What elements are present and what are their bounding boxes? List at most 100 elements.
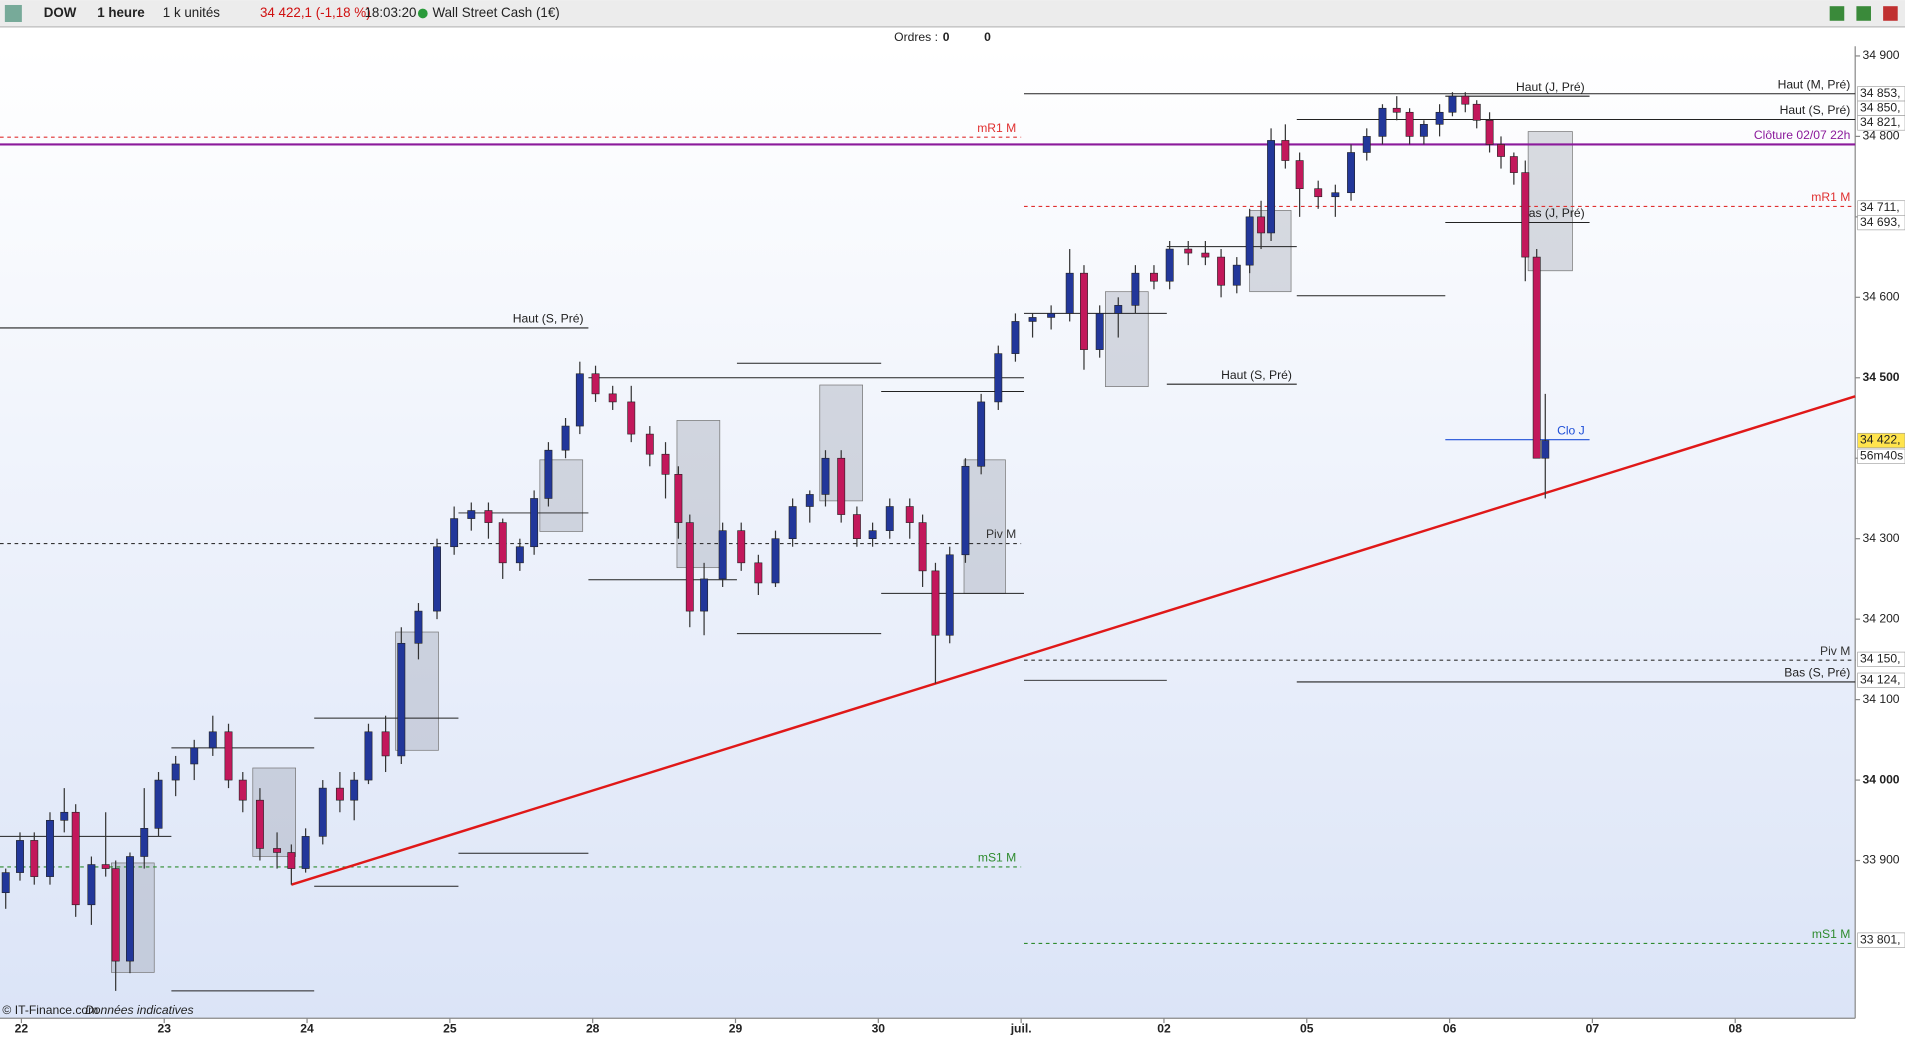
trendline <box>290 395 1856 886</box>
countdown-box <box>1857 448 1905 464</box>
window-button[interactable] <box>1856 6 1871 21</box>
candle-body <box>1461 95 1470 105</box>
candle-body <box>467 510 476 519</box>
candle-body <box>30 840 39 877</box>
candle-body <box>1184 248 1193 254</box>
orders-bar <box>0 28 1905 47</box>
zone <box>1105 291 1149 387</box>
candle-body <box>414 610 423 644</box>
chart-icon[interactable] <box>4 4 22 22</box>
candle-body <box>498 522 507 564</box>
quote: 34 422,1 (-1,18 %) <box>260 5 371 20</box>
candle-body <box>1295 160 1304 190</box>
y-tick-label: 34 900 <box>1862 48 1899 62</box>
candle-body <box>1114 305 1123 314</box>
candle-body <box>364 731 373 781</box>
level-label: Piv M <box>986 527 1016 541</box>
orders-label: Ordres : <box>894 30 938 44</box>
toolbar <box>0 0 1905 27</box>
candle-body <box>1028 317 1037 322</box>
price-tag-label: 34 850, <box>1860 101 1900 115</box>
candle-body <box>1347 152 1355 194</box>
x-tick-label: juil. <box>1010 1021 1032 1035</box>
candle-body <box>433 546 441 612</box>
candle-body <box>208 731 217 749</box>
candle-body <box>918 522 927 572</box>
level-label: Bas (S, Pré) <box>1784 666 1850 680</box>
candle-body <box>1532 256 1541 459</box>
candle-body <box>1065 272 1074 314</box>
candle-body <box>771 538 780 584</box>
candle-body <box>1011 321 1020 354</box>
candle-body <box>961 465 970 556</box>
candle-body <box>1095 313 1104 350</box>
candle-body <box>1378 107 1387 137</box>
candle-body <box>1541 440 1550 459</box>
candle-body <box>1485 120 1494 145</box>
level-label: mS1 M <box>978 851 1016 865</box>
candle-body <box>591 373 600 395</box>
candle-body <box>1201 252 1210 258</box>
candle-body <box>154 779 163 829</box>
candle-body <box>645 433 654 455</box>
candle-body <box>608 393 617 403</box>
price-tag-label: 34 711, <box>1860 200 1900 214</box>
candle-body <box>1217 256 1226 286</box>
orders-count[interactable]: 0 <box>943 30 950 44</box>
candle-body <box>287 852 296 869</box>
candle-body <box>60 811 69 821</box>
candle-body <box>1131 272 1140 306</box>
y-tick-label: 34 800 <box>1862 129 1899 143</box>
y-tick-label: 34 600 <box>1862 290 1899 304</box>
candle-body <box>905 506 914 523</box>
level-label: Clôture 02/07 22h <box>1754 128 1850 142</box>
candle-body <box>515 546 524 564</box>
x-tick-label: 22 <box>15 1021 29 1035</box>
level-label: mR1 M <box>1811 190 1850 204</box>
y-tick-label: 34 000 <box>1862 772 1899 786</box>
level-label: Haut (S, Pré) <box>1780 103 1851 117</box>
candle-body <box>805 494 814 507</box>
x-tick-label: 29 <box>729 1021 743 1035</box>
candle-body <box>788 506 797 539</box>
period[interactable]: 1 heure <box>97 5 145 20</box>
x-tick-label: 23 <box>157 1021 171 1035</box>
units[interactable]: 1 k unités <box>163 5 221 20</box>
alerts-count[interactable]: 0 <box>984 30 991 44</box>
candle-body <box>301 836 310 869</box>
candle-body <box>737 530 746 564</box>
footer-note: Données indicatives <box>85 1003 194 1017</box>
candle-body <box>1362 136 1371 153</box>
candle-body <box>1281 140 1290 161</box>
price-tag <box>1857 214 1905 231</box>
footer-source: © IT-Finance.com <box>2 1003 98 1017</box>
candle-body <box>140 828 149 857</box>
candle-body <box>1150 272 1158 282</box>
price-tag-label: 33 801, <box>1860 932 1900 946</box>
zone <box>1527 131 1573 272</box>
candle-body <box>1245 216 1254 266</box>
candle-body <box>544 449 553 499</box>
x-tick-label: 28 <box>586 1021 600 1035</box>
candle-body <box>255 799 264 849</box>
candle-body <box>561 425 570 451</box>
zone <box>963 459 1006 594</box>
candle-body <box>1314 188 1323 198</box>
candle-body <box>754 562 763 584</box>
candle-body <box>1331 192 1340 198</box>
candle-body <box>1080 272 1088 350</box>
close-button[interactable] <box>1883 6 1898 21</box>
x-tick-label: 02 <box>1157 1021 1171 1035</box>
candle-body <box>1405 111 1414 137</box>
candle-body <box>16 840 24 873</box>
candle-body <box>674 474 683 523</box>
x-tick-label: 06 <box>1443 1021 1457 1035</box>
candle-body <box>1435 111 1444 125</box>
y-tick-label: 34 300 <box>1862 531 1899 545</box>
candle-body <box>1521 172 1530 258</box>
symbol[interactable]: DOW <box>44 5 77 20</box>
window-button[interactable] <box>1829 6 1845 21</box>
level-label: Haut (M, Pré) <box>1778 77 1851 91</box>
candle-body <box>238 779 247 801</box>
